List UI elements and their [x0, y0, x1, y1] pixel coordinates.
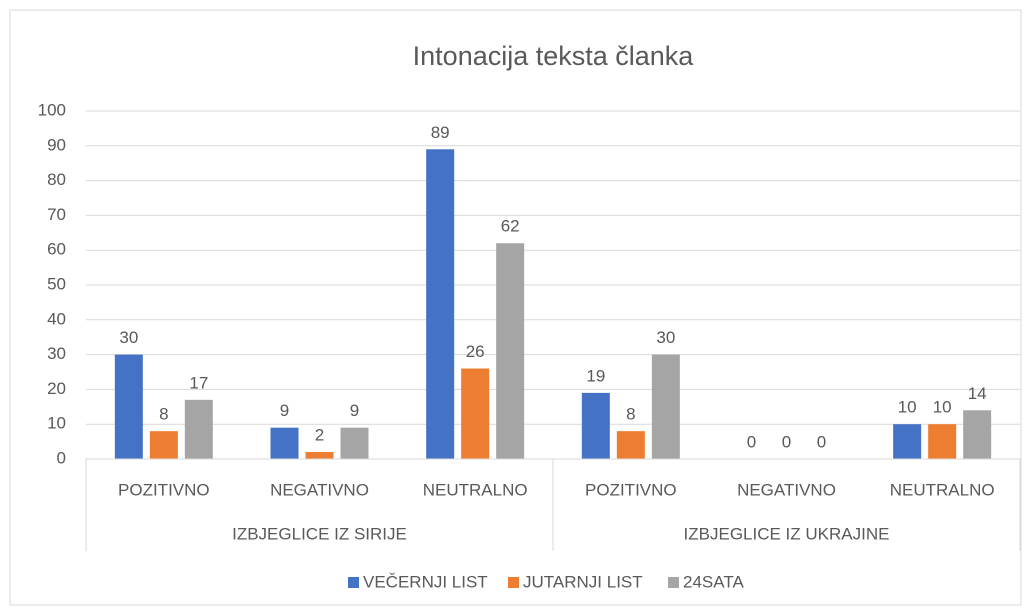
y-tick-label: 80	[47, 170, 66, 189]
y-tick-label: 30	[47, 344, 66, 363]
data-label: 8	[626, 405, 635, 424]
y-tick-label: 0	[57, 448, 66, 467]
bar	[651, 354, 680, 459]
bar	[616, 431, 645, 459]
data-label: 89	[431, 123, 450, 142]
bar	[340, 427, 369, 459]
bar	[149, 431, 178, 459]
data-label: 30	[119, 328, 138, 347]
x-tick-label: NEUTRALNO	[423, 480, 528, 499]
data-label: 26	[466, 342, 485, 361]
y-tick-label: 40	[47, 309, 66, 328]
data-label: 8	[159, 405, 168, 424]
bar	[426, 149, 455, 459]
group-label: IZBJEGLICE IZ UKRAJINE	[684, 524, 890, 543]
legend-label: VEČERNJI LIST	[363, 572, 488, 591]
bar	[184, 399, 213, 459]
data-label: 10	[933, 398, 952, 417]
bar	[270, 427, 299, 459]
bar	[893, 424, 922, 459]
data-label: 14	[968, 384, 987, 403]
y-tick-label: 70	[47, 205, 66, 224]
bar	[928, 424, 957, 459]
bar	[581, 392, 610, 459]
data-label: 9	[280, 401, 289, 420]
data-label: 19	[586, 366, 605, 385]
y-tick-label: 10	[47, 414, 66, 433]
data-label: 0	[817, 432, 826, 451]
data-label: 10	[898, 398, 917, 417]
y-tick-label: 50	[47, 274, 66, 293]
data-label: 0	[747, 432, 756, 451]
bar	[114, 354, 143, 459]
legend-label: 24SATA	[683, 572, 744, 591]
data-label: 30	[656, 328, 675, 347]
data-label: 2	[315, 426, 324, 445]
x-tick-label: NEGATIVNO	[737, 480, 836, 499]
y-tick-label: 20	[47, 379, 66, 398]
x-tick-label: POZITIVNO	[118, 480, 210, 499]
y-tick-label: 100	[38, 100, 66, 119]
bar	[461, 368, 490, 459]
legend-swatch	[668, 577, 679, 588]
legend-label: JUTARNJI LIST	[523, 572, 643, 591]
data-label: 9	[350, 401, 359, 420]
data-label: 62	[501, 217, 520, 236]
data-label: 0	[782, 432, 791, 451]
x-tick-label: POZITIVNO	[585, 480, 677, 499]
y-tick-label: 60	[47, 240, 66, 259]
x-tick-label: NEGATIVNO	[270, 480, 369, 499]
y-tick-label: 90	[47, 135, 66, 154]
bar	[305, 452, 334, 459]
data-label: 17	[189, 373, 208, 392]
bar	[963, 410, 992, 459]
chart-title: Intonacija teksta članka	[413, 41, 695, 71]
bar	[496, 243, 525, 459]
group-label: IZBJEGLICE IZ SIRIJE	[232, 524, 407, 543]
legend-swatch	[508, 577, 519, 588]
x-tick-label: NEUTRALNO	[890, 480, 995, 499]
legend-swatch	[348, 577, 359, 588]
